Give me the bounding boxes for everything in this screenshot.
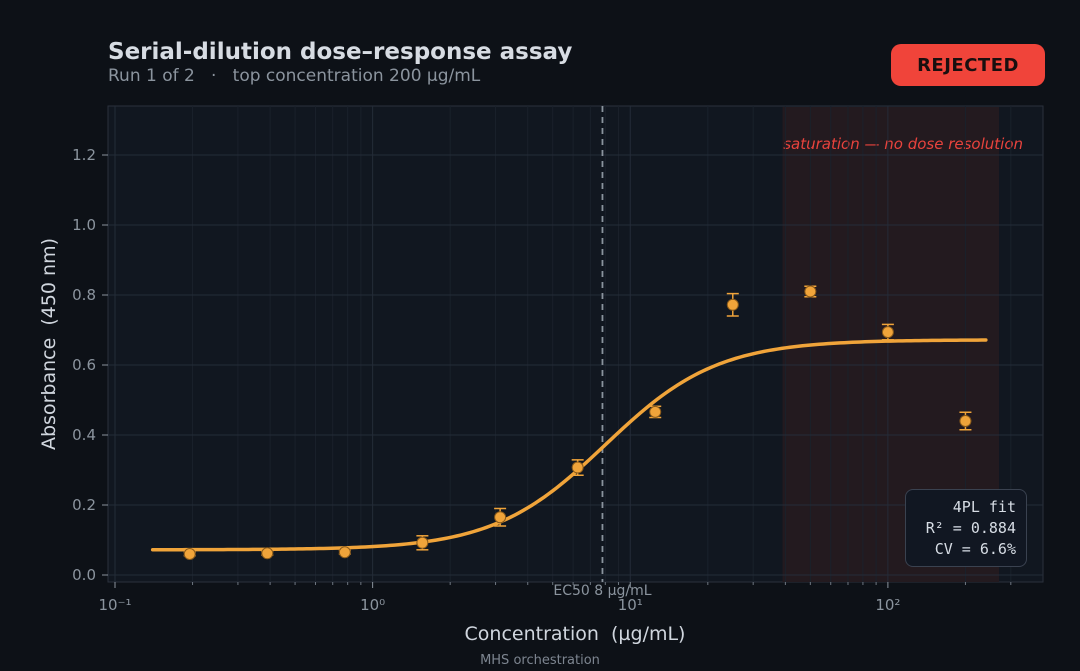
data-point xyxy=(416,536,429,549)
chart-title: Serial-dilution dose–response assay xyxy=(108,39,572,65)
fit-stats-box: 4PL fit R² = 0.884 CV = 6.6% xyxy=(905,489,1027,567)
data-point xyxy=(649,405,662,418)
data-point xyxy=(261,547,274,560)
data-point xyxy=(571,461,584,474)
fit-curve xyxy=(150,338,988,552)
y-tick-label: 0.8 xyxy=(72,286,96,304)
y-tick-label: 1.0 xyxy=(72,216,96,234)
saturation-label: saturation — no dose resolution xyxy=(783,135,1023,153)
x-tick-label: 10⁰ xyxy=(360,596,385,614)
chart-subtitle: Run 1 of 2 · top concentration 200 µg/mL xyxy=(108,66,481,86)
fit-r-squared: R² = 0.884 xyxy=(925,519,1016,537)
data-point xyxy=(494,511,507,524)
data-point xyxy=(338,546,351,559)
x-tick-label: 10² xyxy=(875,596,900,614)
data-point xyxy=(804,285,817,298)
y-tick-label: 0.2 xyxy=(72,496,96,514)
data-point xyxy=(881,326,894,339)
fit-model-label: 4PL fit xyxy=(952,498,1016,516)
data-point xyxy=(183,548,196,560)
y-tick-label: 0.4 xyxy=(72,426,96,444)
data-point xyxy=(959,415,972,427)
x-axis-label: Concentration (µg/mL) xyxy=(465,623,686,645)
footer-credit: MHS orchestration xyxy=(480,653,600,668)
x-tick-label: 10¹ xyxy=(618,596,643,614)
ec50-label: EC50 8 µg/mL xyxy=(553,583,651,599)
y-tick-label: 0.6 xyxy=(72,356,96,374)
data-point xyxy=(726,298,739,311)
x-tick-label: 10⁻¹ xyxy=(98,596,131,614)
y-tick-label: 0.0 xyxy=(72,566,96,584)
fit-cv: CV = 6.6% xyxy=(934,540,1016,558)
y-axis-label: Absorbance (450 nm) xyxy=(38,238,60,450)
status-badge: REJECTED xyxy=(891,44,1045,86)
y-tick-label: 1.2 xyxy=(72,146,96,164)
